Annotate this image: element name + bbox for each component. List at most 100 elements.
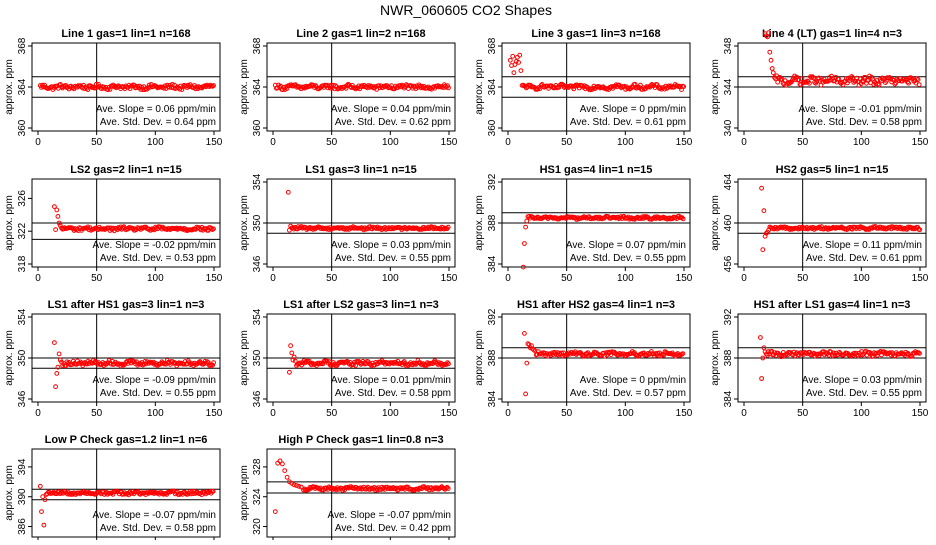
chart-panel: High P Check gas=1 lin=0.8 n=30501001503… (239, 434, 458, 545)
slope-annotation: Ave. Slope = -0.07 ppm/min (328, 510, 452, 521)
data-point (292, 358, 298, 364)
y-axis-label: approx. ppm (239, 195, 250, 251)
x-tick-label: 150 (912, 137, 929, 148)
data-point (110, 225, 116, 231)
data-point (389, 486, 395, 492)
data-point (425, 485, 431, 490)
data-point (289, 350, 295, 356)
data-point (139, 85, 145, 90)
y-axis-label: approx. ppm (239, 59, 250, 115)
panel-title: Line 2 gas=1 lin=2 n=168 (296, 28, 425, 40)
panel-title: Low P Check gas=1.2 lin=1 n=6 (45, 434, 208, 446)
x-tick-label: 150 (206, 273, 223, 284)
data-point (161, 85, 167, 91)
chart-panel: Line 2 gas=1 lin=2 n=168 0 50 100 150 360 364 3… (239, 28, 458, 148)
data-point (277, 458, 283, 464)
panel-title: LS2 gas=2 lin=1 n=15 (70, 164, 182, 176)
slope-annotation: Ave. Slope = -0.01 ppm/min (799, 104, 923, 115)
data-point (654, 82, 660, 88)
x-tick-label: 150 (912, 273, 929, 284)
data-point (807, 80, 812, 86)
data-point (548, 352, 554, 358)
slope-annotation: Ave. Slope = 0 ppm/min (580, 104, 686, 115)
y-tick-label: 346 (252, 390, 263, 407)
y-tick-label: 360 (487, 119, 498, 136)
data-point (211, 83, 216, 88)
y-tick-label: 384 (723, 390, 734, 407)
x-tick-label: 0 (270, 408, 276, 419)
y-tick-label: 388 (723, 349, 734, 366)
data-point (769, 66, 775, 71)
data-point (446, 85, 451, 91)
x-tick-label: 150 (676, 137, 693, 148)
data-point (37, 483, 43, 489)
x-tick-label: 0 (35, 273, 41, 284)
x-tick-label: 50 (91, 273, 103, 284)
data-point (785, 80, 791, 85)
slope-annotation: Ave. Slope = 0.03 ppm/min (331, 240, 451, 251)
x-tick-label: 50 (326, 137, 338, 148)
data-point (85, 224, 91, 230)
data-point (810, 74, 815, 80)
data-point (563, 352, 569, 358)
slope-annotation: Ave. Slope = -0.07 ppm/min (93, 510, 217, 521)
x-tick-label: 150 (912, 408, 929, 419)
data-point (55, 214, 61, 219)
std-annotation: Ave. Std. Dev. = 0.55 ppm (570, 253, 686, 264)
data-point (914, 76, 920, 82)
chart-panel: Line 1 gas=1 lin=1 n=168 0 50 100 150 360 364 3… (4, 28, 223, 148)
std-annotation: Ave. Std. Dev. = 0.42 ppm (335, 523, 451, 534)
data-point (862, 226, 868, 231)
x-tick-label: 50 (91, 137, 103, 148)
y-tick-label: 360 (252, 119, 263, 136)
data-point (848, 353, 854, 359)
x-tick-label: 100 (147, 137, 164, 148)
x-tick-label: 0 (741, 137, 747, 148)
data-point (849, 74, 854, 79)
data-point (55, 364, 61, 370)
panel-title: Line 3 gas=1 lin=3 n=168 (531, 28, 660, 40)
data-point (522, 241, 527, 246)
data-point (328, 82, 334, 88)
data-point (524, 218, 530, 224)
y-axis-label: approx. ppm (710, 330, 721, 386)
data-point (93, 81, 99, 87)
std-annotation: Ave. Std. Dev. = 0.61 ppm (570, 117, 686, 128)
data-point (911, 225, 916, 231)
data-point (775, 79, 781, 85)
x-tick-label: 0 (35, 137, 41, 148)
x-tick-label: 50 (797, 273, 809, 284)
data-point (56, 351, 62, 357)
data-point (211, 360, 217, 366)
y-tick-label: 364 (487, 78, 498, 95)
y-axis-label: approx. ppm (4, 59, 15, 115)
data-point (648, 83, 654, 88)
y-tick-label: 318 (17, 255, 28, 272)
data-point (53, 227, 58, 233)
y-tick-label: 324 (252, 488, 263, 505)
data-point (385, 226, 391, 232)
data-point (837, 79, 843, 85)
data-point (137, 225, 143, 231)
data-point (40, 494, 46, 500)
data-point (766, 349, 771, 354)
x-tick-label: 100 (853, 137, 870, 148)
data-point (444, 484, 450, 490)
data-point (571, 86, 577, 92)
data-point (770, 70, 776, 76)
panel-title: LS1 after LS2 gas=3 lin=1 n=3 (283, 299, 439, 311)
y-tick-label: 388 (487, 214, 498, 231)
y-axis-label: approx. ppm (239, 465, 250, 521)
x-tick-label: 50 (797, 137, 809, 148)
data-point (173, 361, 179, 366)
data-point (445, 486, 451, 491)
data-point (892, 81, 898, 87)
data-point (79, 490, 85, 495)
data-point (793, 77, 798, 83)
data-point (360, 226, 366, 232)
data-point (284, 474, 290, 480)
data-point (905, 350, 911, 356)
data-point (544, 351, 550, 356)
data-point (57, 223, 63, 228)
